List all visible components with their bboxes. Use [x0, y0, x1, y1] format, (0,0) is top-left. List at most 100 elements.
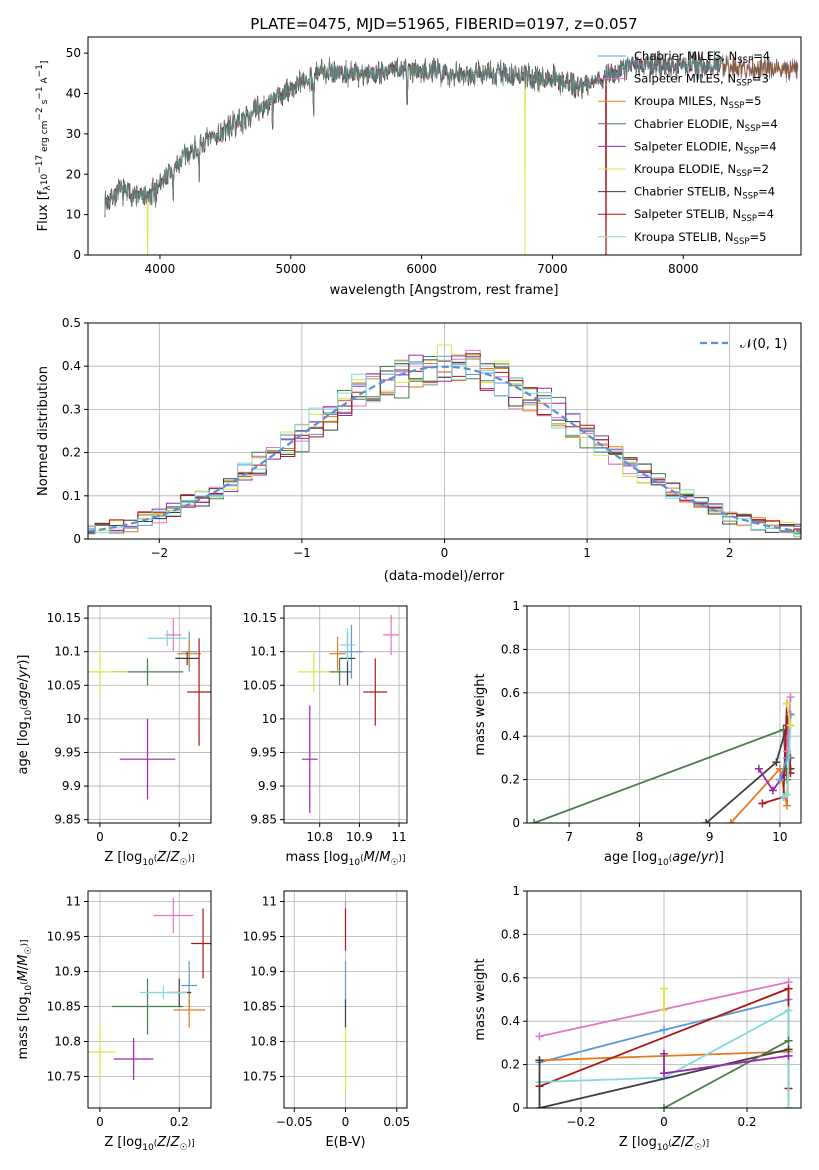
- weight-marker: [758, 799, 767, 808]
- weight-marker: [782, 801, 791, 810]
- weight-marker: [530, 819, 539, 823]
- plot-area: [88, 618, 211, 800]
- x-tick-label: 1: [583, 546, 591, 560]
- y-axis-label: Flux [fλ10−17 erg cm−2 s−1 A−1]: [35, 61, 53, 232]
- x-tick-label: 0: [342, 1115, 350, 1129]
- age-vs-mass-panel: 10.8 10.9 11 9.85 9.9 9.95 10 10.05 10.1 10.15 mas…: [243, 605, 408, 868]
- weight-marker: [772, 758, 781, 767]
- y-tick-label: 0.2: [501, 1058, 520, 1072]
- weight-marker: [784, 1051, 793, 1060]
- y-tick-label: 10: [66, 208, 81, 222]
- weight-marker: [754, 764, 763, 773]
- axes-frame: 10.8 10.9 11 9.85 9.9 9.95 10 10.05 10.1 10.15 mas…: [243, 605, 408, 868]
- legend-entry: Chabrier ELODIE, NSSP=4: [634, 117, 778, 134]
- normal-reference-curve: [88, 365, 801, 533]
- weight-marker: [702, 819, 711, 823]
- x-tick-label: −0.2: [566, 1115, 595, 1129]
- y-tick-label: 10.05: [243, 678, 277, 692]
- x-axis-label: Z [log10(Z/Z☉)]: [104, 850, 194, 868]
- weight-marker: [660, 1069, 668, 1078]
- y-axis-label: mass weight: [473, 673, 488, 755]
- y-tick-label: 10.8: [54, 1035, 81, 1049]
- y-tick-label: 10.75: [243, 1070, 277, 1084]
- x-axis-label: mass [log10(M/M☉)]: [285, 850, 405, 868]
- y-tick-label: 0.6: [501, 686, 520, 700]
- mass-vs-ebv-panel: −0.05 0 0.05 10.75 10.8 10.85 10.9 10.95 11 E(B-V…: [243, 890, 410, 1150]
- x-tick-label: −0.05: [276, 1115, 313, 1129]
- y-tick-label: 9.95: [250, 745, 277, 759]
- y-axis-label: mass [log10(M/M☉)]: [16, 939, 34, 1059]
- plot-area: [88, 898, 211, 1080]
- weight-line: [538, 1048, 789, 1108]
- axes-frame: −2 −1 0 1 2 0 0.1 0.2 0.3 0.4 0.5 𝒩(0, 1) (data-mode…: [36, 316, 802, 584]
- y-tick-label: 10.9: [250, 965, 277, 979]
- x-tick-label: 11: [391, 830, 406, 844]
- x-tick-label: 10: [772, 830, 787, 844]
- residual-histogram-panel: −2 −1 0 1 2 0 0.1 0.2 0.3 0.4 0.5 𝒩(0, 1) (data-mode…: [36, 316, 802, 584]
- y-tick-label: 0: [73, 532, 81, 546]
- x-tick-label: 9: [706, 830, 714, 844]
- weight-marker: [660, 984, 668, 993]
- y-tick-label: 9.95: [54, 745, 81, 759]
- y-tick-label: 9.9: [258, 779, 277, 793]
- y-tick-label: 0.4: [501, 729, 520, 743]
- x-tick-label: 5000: [276, 262, 307, 276]
- x-tick-label: 10.8: [306, 830, 333, 844]
- y-tick-label: 10.95: [243, 930, 277, 944]
- spectrum-line: [104, 52, 723, 215]
- weight-marker: [660, 1025, 668, 1034]
- weight-marker: [660, 1006, 668, 1015]
- y-tick-label: 0.3: [62, 402, 81, 416]
- histogram-step: [88, 344, 801, 535]
- y-tick-label: 0.2: [62, 446, 81, 460]
- y-tick-label: 20: [66, 167, 81, 181]
- y-tick-label: 10.85: [243, 1000, 277, 1014]
- axes-frame: 0 0.2 10.75 10.8 10.85 10.9 10.95 11 Z [log10(Z/…: [16, 890, 212, 1153]
- legend-entry: Salpeter STELIB, NSSP=4: [634, 207, 774, 224]
- axes-border: [526, 605, 802, 824]
- y-tick-label: 10.8: [250, 1035, 277, 1049]
- x-axis-label: (data-model)/error: [384, 569, 505, 584]
- weight-marker: [784, 1006, 793, 1015]
- x-axis-label: age [log10(age/yr)]: [604, 850, 724, 868]
- x-axis-label: Z [log10(Z/Z☉)]: [619, 1135, 709, 1153]
- x-tick-label: 0: [96, 1115, 104, 1129]
- y-tick-label: 0: [73, 248, 81, 262]
- x-tick-label: −1: [293, 546, 311, 560]
- spectrum-line: [104, 50, 723, 215]
- x-tick-label: −2: [150, 546, 168, 560]
- axes-frame: −0.2 0 0.2 0 0.2 0.4 0.6 0.8 1 Z [log10(Z/Z☉)] mas…: [473, 884, 802, 1153]
- y-axis-label: mass weight: [473, 958, 488, 1040]
- legend-entry: Chabrier STELIB, NSSP=4: [634, 185, 775, 202]
- y-tick-label: 10.15: [243, 611, 277, 625]
- x-tick-label: 0.05: [383, 1115, 410, 1129]
- y-tick-label: 0.5: [62, 316, 81, 330]
- axes-border: [283, 605, 408, 824]
- weight-marker: [784, 1036, 793, 1045]
- y-tick-label: 10.85: [47, 1000, 81, 1014]
- weight-marker: [786, 721, 795, 730]
- legend-entry: Salpeter MILES, NSSP=3: [634, 72, 769, 89]
- x-axis-label: wavelength [Angstrom, rest frame]: [330, 283, 559, 298]
- legend-entry: Chabrier MILES, NSSP=4: [634, 49, 770, 66]
- weight-marker: [660, 1049, 668, 1058]
- y-tick-label: 9.85: [54, 813, 81, 827]
- x-tick-label: 0: [441, 546, 449, 560]
- spectrum-panel: 4000 5000 6000 7000 8000 0 10 20 30 40 50 Chabrier …: [35, 36, 802, 298]
- legend: Chabrier MILES, NSSP=4 Salpeter MILES, NS…: [598, 49, 778, 247]
- weight-marker: [775, 775, 784, 784]
- y-tick-label: 0: [512, 1101, 520, 1115]
- figure-title: PLATE=0475, MJD=51965, FIBERID=0197, z=0…: [250, 15, 637, 33]
- x-tick-label: 8000: [668, 262, 699, 276]
- x-tick-label: 0.2: [170, 830, 189, 844]
- y-tick-label: 11: [262, 895, 277, 909]
- y-tick-label: 9.85: [250, 813, 277, 827]
- y-tick-label: 50: [66, 46, 81, 60]
- y-tick-label: 10: [66, 712, 81, 726]
- mass-vs-metallicity-panel: 0 0.2 10.75 10.8 10.85 10.9 10.95 11 Z [log10(Z/…: [16, 890, 212, 1153]
- y-tick-label: 0: [512, 816, 520, 830]
- y-tick-label: 10.1: [54, 645, 81, 659]
- plot-area: [535, 978, 793, 1108]
- axes-frame: 0 0.2 9.85 9.9 9.95 10 10.05 10.1 10.15 Z [log10(…: [16, 605, 212, 868]
- axes-border: [87, 36, 802, 256]
